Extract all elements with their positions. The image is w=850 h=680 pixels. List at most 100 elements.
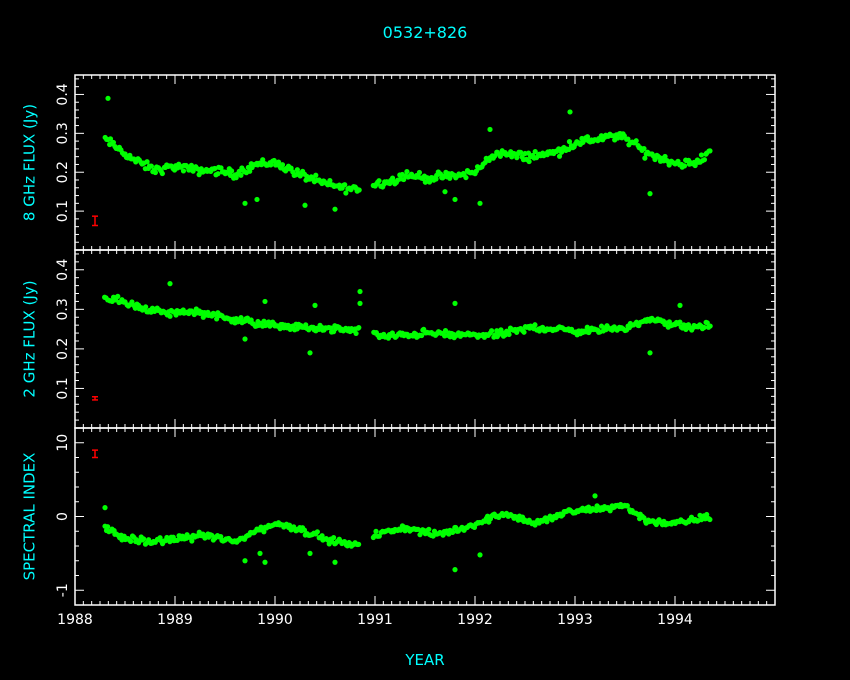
data-point (275, 159, 282, 165)
y-axis-label: 8 GHz FLUX (Jy) (21, 104, 39, 221)
data-point (143, 304, 149, 310)
y-tick-label: 0.3 (55, 122, 71, 144)
data-point (301, 527, 308, 533)
data-point (488, 328, 495, 334)
panels: 0.1 0.2 0.3 0.4 8 GHz FLUX (Jy) 0.1 0.2 0.3 0.4 2… (21, 74, 776, 628)
data-point (698, 152, 705, 158)
data-point (174, 537, 180, 543)
panel-2: 0.1 0.2 0.3 0.4 2 GHz FLUX (Jy) (21, 249, 776, 429)
data-point (521, 329, 527, 335)
data-point (173, 312, 179, 318)
data-point (180, 168, 187, 174)
data-point (228, 168, 235, 174)
y-tick-label: -1 (55, 583, 71, 597)
data-point (397, 527, 404, 533)
data-point (167, 313, 173, 319)
data-point (356, 325, 362, 331)
data-point-outlier (442, 189, 448, 195)
data-point (556, 153, 563, 159)
data-point (343, 190, 349, 196)
data-point (189, 538, 195, 544)
data-point (426, 179, 433, 185)
data-point-outlier (647, 350, 653, 356)
data-point (313, 172, 319, 178)
data-point-outlier (242, 558, 248, 564)
data-point-outlier (242, 200, 248, 206)
data-point (286, 522, 293, 528)
y-tick-label: 0.4 (55, 83, 71, 105)
x-tick-label: 1993 (557, 612, 593, 628)
data-point (701, 157, 708, 163)
data-point (105, 524, 111, 530)
data-point (314, 529, 320, 535)
data-point (110, 139, 117, 146)
data-point-outlier (332, 559, 338, 565)
data-point (463, 174, 469, 181)
data-point (497, 153, 503, 159)
panel-3: -1 0 10 SPECTRAL INDEX (21, 427, 776, 606)
data-point (167, 539, 173, 545)
chart-title: 0532+826 (383, 23, 468, 42)
data-point (506, 331, 512, 338)
data-point-outlier (254, 196, 260, 203)
data-point (615, 135, 621, 141)
data-point-outlier (257, 550, 263, 556)
data-point-outlier (262, 559, 268, 565)
data-point (419, 332, 425, 339)
y-tick-label: 0.1 (55, 377, 71, 399)
y-tick-label: 0.2 (55, 338, 71, 360)
data-point (128, 538, 134, 545)
data-point (107, 136, 114, 142)
data-point (701, 324, 707, 331)
x-tick-label: 1990 (257, 612, 293, 628)
y-axis-label: 2 GHz FLUX (Jy) (21, 280, 39, 397)
data-point-outlier (487, 126, 493, 133)
data-point (707, 148, 713, 154)
data-point-outlier (452, 567, 458, 573)
data-point (692, 162, 698, 169)
data-point-outlier (242, 336, 248, 342)
data-point (144, 159, 150, 165)
data-point (633, 138, 639, 144)
data-point (215, 171, 221, 177)
data-point-outlier (567, 109, 573, 115)
data-point (404, 168, 410, 175)
data-point (518, 149, 524, 155)
x-tick-label: 1989 (157, 612, 193, 628)
y-tick-label: 0.1 (55, 200, 71, 222)
data-point (652, 156, 658, 163)
data-point (373, 528, 379, 534)
data-point (356, 541, 362, 547)
data-point-outlier (167, 281, 173, 287)
data-point (707, 323, 713, 329)
data-point-outlier (677, 302, 683, 308)
data-point-outlier (312, 302, 318, 308)
data-point (376, 533, 382, 539)
y-tick-label: 10 (55, 434, 71, 452)
data-point (140, 536, 147, 542)
data-point (238, 172, 244, 178)
y-tick-label: 0 (55, 512, 71, 521)
data-point-outlier (302, 202, 308, 208)
data-point-outlier (357, 288, 363, 295)
data-point (261, 529, 267, 535)
data-point (681, 163, 688, 169)
x-axis-title: YEAR (404, 651, 444, 669)
data-point (356, 187, 362, 193)
data-point (247, 168, 253, 174)
y-tick-label: 0.4 (55, 259, 71, 281)
data-point (526, 158, 532, 165)
data-point (662, 153, 668, 160)
data-point-outlier (357, 300, 363, 306)
data-point (115, 293, 121, 299)
x-tick-label: 1992 (457, 612, 493, 628)
data-point (327, 178, 333, 184)
data-point (238, 314, 244, 321)
data-point-outlier (647, 191, 653, 197)
x-tick-label: 1991 (357, 612, 393, 628)
data-point-outlier (452, 300, 458, 306)
data-point (331, 534, 337, 541)
data-point-outlier (307, 550, 313, 556)
data-point (159, 170, 165, 177)
data-point (148, 163, 154, 169)
